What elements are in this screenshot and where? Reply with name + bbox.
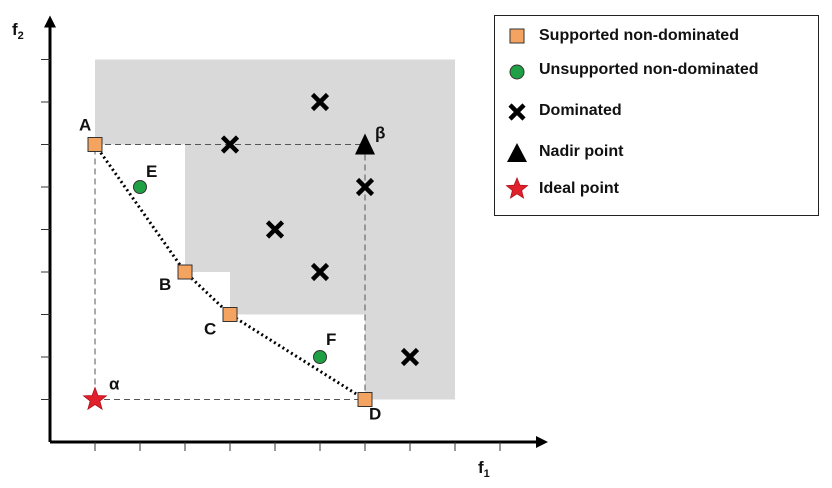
- unsupported-point-F: [313, 350, 327, 364]
- y-axis-label: f2: [12, 20, 24, 42]
- legend-item-unsupported: Unsupported non-dominated: [505, 58, 759, 82]
- supported-point-C: [222, 307, 238, 322]
- legend-label: Supported non-dominated: [539, 27, 739, 44]
- legend-item-supported: Supported non-dominated: [505, 24, 739, 48]
- supported-point-D: [357, 392, 373, 407]
- legend-item-dominated: Dominated: [505, 99, 622, 123]
- unsupported-point-E: [133, 180, 147, 194]
- point-label-E: E: [146, 162, 157, 181]
- point-label-β: β: [375, 124, 385, 143]
- axes-layer: [41, 15, 548, 451]
- star-icon: [505, 176, 529, 201]
- dominated-point: [400, 347, 420, 367]
- dominated-point: [265, 220, 285, 239]
- ideal-point: [82, 386, 108, 411]
- y-axis-arrowhead: [44, 15, 56, 28]
- supported-point-A: [87, 137, 103, 152]
- point-label-D: D: [369, 405, 381, 424]
- x-axis-label: f1: [478, 458, 490, 480]
- legend-item-ideal: Ideal point: [505, 176, 619, 201]
- dominated-point: [310, 262, 330, 282]
- point-labels-layer: E F A B C Dβ α: [79, 116, 385, 424]
- legend-label: Ideal point: [539, 180, 619, 197]
- x-axis-arrowhead: [536, 436, 548, 448]
- legend-label: Unsupported non-dominated: [539, 61, 759, 78]
- point-label-F: F: [326, 330, 336, 349]
- legend-item-nadir: Nadir point: [505, 140, 623, 164]
- dominated-point: [355, 177, 375, 197]
- nadir-point: [355, 133, 375, 155]
- dominated-point: [220, 135, 240, 154]
- legend: Supported non-dominated Unsupported non-…: [494, 15, 819, 216]
- triangle-icon: [505, 140, 529, 164]
- point-label-B: B: [159, 275, 171, 294]
- supported-point-B: [177, 264, 193, 280]
- cross-icon: [505, 99, 529, 123]
- legend-label: Nadir point: [539, 143, 624, 160]
- legend-label: Dominated: [539, 102, 622, 119]
- point-label-A: A: [79, 116, 91, 135]
- orange-square-icon: [505, 24, 529, 48]
- points-layer: [82, 92, 420, 411]
- point-label-C: C: [204, 320, 216, 339]
- dominated-point: [310, 92, 330, 112]
- point-label-α: α: [109, 375, 120, 394]
- green-circle-icon: [505, 58, 529, 82]
